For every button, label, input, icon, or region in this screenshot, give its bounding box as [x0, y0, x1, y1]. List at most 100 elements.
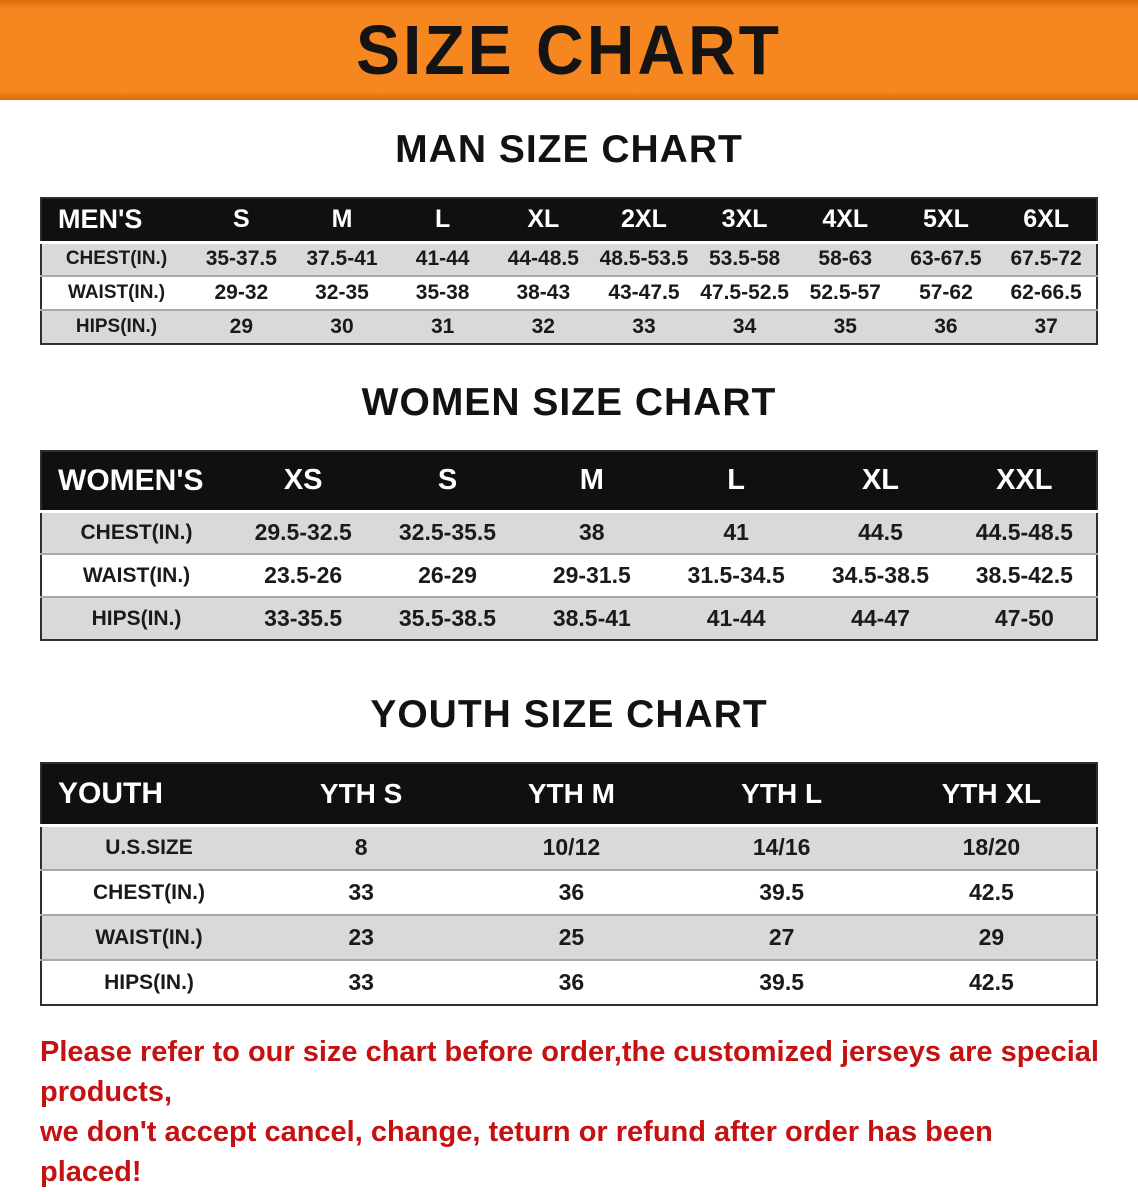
value-cell: 23	[256, 914, 467, 960]
row-label-cell: CHEST(IN.)	[41, 510, 231, 554]
women-size-header-cell: L	[663, 451, 809, 513]
youth-header-row: YOUTH YTH S YTH M YTH L YTH XL	[41, 763, 1097, 827]
value-cell: 67.5-72	[996, 241, 1097, 276]
value-cell: 36	[466, 869, 677, 915]
value-cell: 27	[676, 914, 887, 960]
men-size-table: MEN'S S M L XL 2XL 3XL 4XL 5XL 6XL CHEST(IN.) 35-37…	[40, 197, 1098, 345]
value-cell: 38.5-42.5	[952, 553, 1097, 597]
value-cell: 44-48.5	[492, 241, 594, 276]
value-cell: 33	[256, 869, 467, 915]
value-cell: 36	[895, 309, 997, 344]
value-cell: 32	[492, 309, 594, 344]
table-row: HIPS(IN.) 33-35.5 35.5-38.5 38.5-41 41-44 44-…	[41, 596, 1097, 640]
value-cell: 35-38	[392, 275, 493, 310]
value-cell: 52.5-57	[794, 275, 896, 310]
value-cell: 32.5-35.5	[375, 510, 520, 554]
value-cell: 47-50	[952, 596, 1097, 640]
value-cell: 38-43	[492, 275, 594, 310]
row-label-cell: U.S.SIZE	[41, 824, 256, 870]
men-size-header-cell: XL	[492, 198, 594, 244]
value-cell: 36	[466, 959, 677, 1005]
value-cell: 31.5-34.5	[663, 553, 809, 597]
value-cell: 26-29	[375, 553, 520, 597]
value-cell: 41-44	[663, 596, 809, 640]
value-cell: 29	[191, 309, 292, 344]
row-label-cell: CHEST(IN.)	[41, 241, 191, 276]
value-cell: 37	[996, 309, 1097, 344]
youth-size-header-cell: YTH L	[676, 763, 887, 827]
page-title: SIZE CHART	[356, 11, 782, 89]
youth-table-title-cell: YOUTH	[41, 763, 256, 827]
value-cell: 44.5-48.5	[952, 510, 1097, 554]
value-cell: 35.5-38.5	[375, 596, 520, 640]
men-size-header-cell: 6XL	[996, 198, 1097, 244]
value-cell: 47.5-52.5	[694, 275, 795, 310]
value-cell: 41-44	[392, 241, 493, 276]
value-cell: 57-62	[895, 275, 997, 310]
row-label-cell: WAIST(IN.)	[41, 914, 256, 960]
value-cell: 10/12	[466, 824, 677, 870]
women-size-header-cell: S	[375, 451, 520, 513]
value-cell: 58-63	[794, 241, 896, 276]
youth-size-header-cell: YTH S	[256, 763, 467, 827]
women-size-header-cell: XL	[808, 451, 953, 513]
women-table-title-cell: WOMEN'S	[41, 451, 231, 513]
value-cell: 38.5-41	[519, 596, 664, 640]
value-cell: 33	[593, 309, 695, 344]
youth-section-heading: YOUTH SIZE CHART	[370, 693, 768, 736]
value-cell: 41	[663, 510, 809, 554]
value-cell: 33-35.5	[231, 596, 376, 640]
value-cell: 38	[519, 510, 664, 554]
men-header-row: MEN'S S M L XL 2XL 3XL 4XL 5XL 6XL	[41, 198, 1097, 244]
women-size-table: WOMEN'S XS S M L XL XXL CHEST(IN.) 29.5-32.5 32.5…	[40, 450, 1098, 641]
youth-size-header-cell: YTH M	[466, 763, 677, 827]
value-cell: 29-32	[191, 275, 292, 310]
value-cell: 35-37.5	[191, 241, 292, 276]
value-cell: 32-35	[291, 275, 393, 310]
row-label-cell: WAIST(IN.)	[41, 275, 191, 310]
value-cell: 8	[256, 824, 467, 870]
value-cell: 63-67.5	[895, 241, 997, 276]
table-row: WAIST(IN.) 23 25 27 29	[41, 914, 1097, 960]
table-row: HIPS(IN.) 29 30 31 32 33 34 35 36 37	[41, 309, 1097, 344]
value-cell: 18/20	[886, 824, 1097, 870]
women-size-header-cell: XS	[231, 451, 376, 513]
value-cell: 48.5-53.5	[593, 241, 695, 276]
value-cell: 14/16	[676, 824, 887, 870]
row-label-cell: WAIST(IN.)	[41, 553, 231, 597]
value-cell: 29	[886, 914, 1097, 960]
table-row: CHEST(IN.) 35-37.5 37.5-41 41-44 44-48.5 48.5…	[41, 241, 1097, 276]
value-cell: 37.5-41	[291, 241, 393, 276]
value-cell: 35	[794, 309, 896, 344]
men-table-title-cell: MEN'S	[41, 198, 191, 244]
value-cell: 34	[694, 309, 795, 344]
women-size-header-cell: XXL	[952, 451, 1097, 513]
value-cell: 43-47.5	[593, 275, 695, 310]
value-cell: 39.5	[676, 869, 887, 915]
row-label-cell: HIPS(IN.)	[41, 959, 256, 1005]
row-label-cell: CHEST(IN.)	[41, 869, 256, 915]
women-section-heading: WOMEN SIZE CHART	[361, 381, 777, 424]
disclaimer-line-2: we don't accept cancel, change, teturn o…	[40, 1116, 993, 1188]
value-cell: 25	[466, 914, 677, 960]
table-row: HIPS(IN.) 33 36 39.5 42.5	[41, 959, 1097, 1005]
row-label-cell: HIPS(IN.)	[41, 596, 231, 640]
women-size-header-cell: M	[519, 451, 664, 513]
men-size-header-cell: S	[191, 198, 292, 244]
value-cell: 23.5-26	[231, 553, 376, 597]
value-cell: 42.5	[886, 869, 1097, 915]
men-section-heading: MAN SIZE CHART	[395, 128, 743, 171]
men-size-header-cell: 2XL	[593, 198, 695, 244]
value-cell: 44-47	[808, 596, 953, 640]
value-cell: 29-31.5	[519, 553, 664, 597]
table-row: CHEST(IN.) 29.5-32.5 32.5-35.5 38 41 44.5 44.5…	[41, 510, 1097, 554]
value-cell: 53.5-58	[694, 241, 795, 276]
men-size-header-cell: 3XL	[694, 198, 795, 244]
value-cell: 39.5	[676, 959, 887, 1005]
youth-size-header-cell: YTH XL	[886, 763, 1097, 827]
men-size-header-cell: 4XL	[794, 198, 896, 244]
men-size-header-cell: 5XL	[895, 198, 997, 244]
table-row: WAIST(IN.) 29-32 32-35 35-38 38-43 43-47.5 47.…	[41, 275, 1097, 310]
table-row: U.S.SIZE 8 10/12 14/16 18/20	[41, 824, 1097, 870]
table-row: CHEST(IN.) 33 36 39.5 42.5	[41, 869, 1097, 915]
